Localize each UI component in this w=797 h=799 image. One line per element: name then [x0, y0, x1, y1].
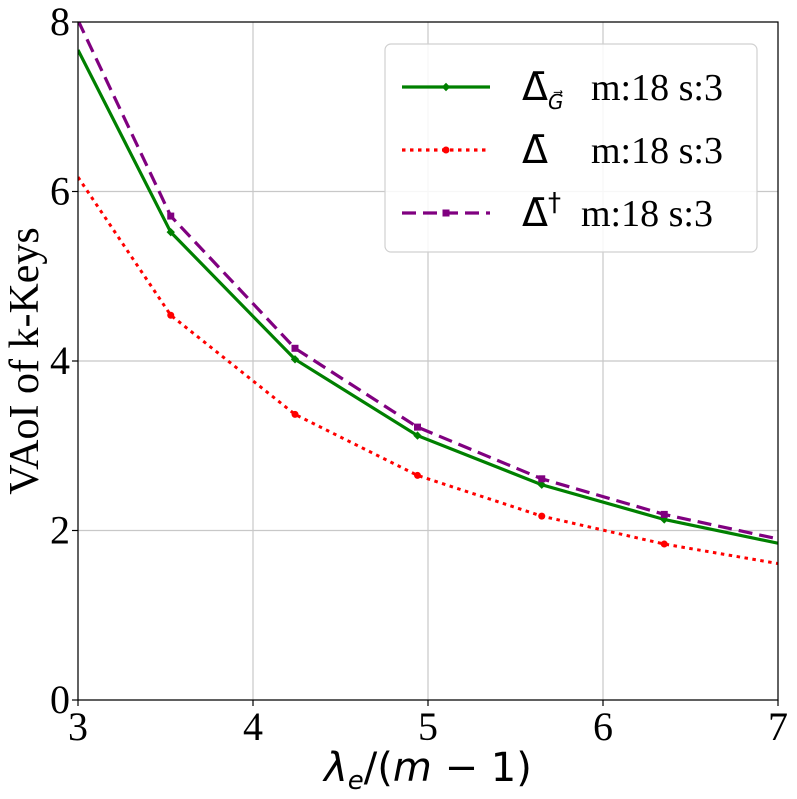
legend: Δ̄ G⃗ m:18 s:3Δ̄ m:18 s:3Δ̄ † m:18 s:3: [384, 43, 758, 253]
y-tick-label: 4: [50, 338, 70, 383]
series-3-point: [660, 510, 668, 518]
x-tick-label: 6: [593, 704, 613, 749]
legend-subscript: G⃗: [548, 89, 564, 114]
legend-entry-3: Δ̄ † m:18 s:3: [402, 188, 713, 235]
x-axis-title: λe/(m − 1): [322, 745, 532, 796]
series-1-point: [290, 355, 300, 364]
legend-symbol: Δ̄: [522, 191, 548, 235]
y-tick-labels: 0 2 4 6 8: [50, 0, 78, 722]
x-tick-label: 3: [68, 704, 88, 749]
legend-entry-2: Δ̄ m:18 s:3: [402, 128, 723, 172]
legend-marker: [442, 209, 450, 217]
series-1-point: [166, 227, 175, 237]
legend-entry-1: Δ̄ G⃗ m:18 s:3: [402, 65, 723, 114]
x-tick-label: 4: [243, 704, 263, 749]
series-layer: [78, 22, 778, 566]
series-2-point: [291, 410, 299, 418]
legend-symbol: Δ̄: [522, 65, 548, 109]
series-2-point: [414, 471, 421, 479]
legend-label: m:18 s:3: [591, 130, 723, 172]
legend-symbol: Δ̄: [522, 128, 548, 172]
series-1-point: [413, 431, 422, 440]
svg-text:λe/(m − 1): λe/(m − 1): [322, 745, 532, 796]
legend-label: m:18 s:3: [591, 67, 723, 109]
series-2: [78, 176, 778, 566]
legend-box: [384, 43, 758, 253]
series-3-point: [291, 344, 299, 352]
legend-marker: [441, 82, 451, 92]
y-tick-label: 0: [50, 677, 70, 722]
series-3: [78, 22, 778, 541]
legend-subscript: †: [548, 188, 561, 218]
series-3-point: [538, 475, 546, 483]
x-tick-labels: 3 4 5 6 7: [68, 700, 788, 749]
series-1-point: [537, 480, 546, 489]
y-tick-label: 2: [50, 508, 70, 553]
x-tick-label: 5: [418, 704, 438, 749]
series-2-point: [167, 311, 175, 319]
series-3-point: [167, 212, 175, 220]
y-tick-label: 6: [50, 169, 70, 214]
legend-marker: [442, 146, 450, 154]
series-3-point: [414, 423, 421, 431]
series-2-point: [538, 512, 546, 520]
x-tick-label: 7: [768, 704, 788, 749]
y-tick-label: 8: [50, 0, 70, 44]
legend-label: m:18 s:3: [581, 193, 713, 235]
y-axis-title: VAoI of k-Keys: [2, 227, 48, 495]
series-2-point: [660, 540, 668, 548]
